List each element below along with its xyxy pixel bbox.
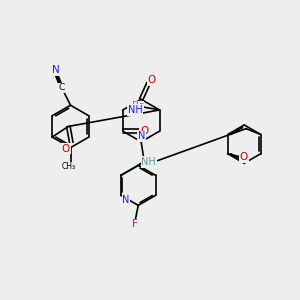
Text: Br: Br [132,101,143,111]
Text: NH: NH [128,105,142,115]
Text: N: N [138,131,146,142]
Text: CH₃: CH₃ [62,162,76,171]
Text: O: O [140,126,148,136]
Text: C: C [58,83,65,92]
Text: N: N [52,65,60,75]
Text: NH: NH [142,157,156,167]
Text: O: O [240,152,248,162]
Text: O: O [147,75,156,85]
Text: O: O [62,143,70,154]
Text: N: N [122,195,130,205]
Text: F: F [132,220,138,230]
